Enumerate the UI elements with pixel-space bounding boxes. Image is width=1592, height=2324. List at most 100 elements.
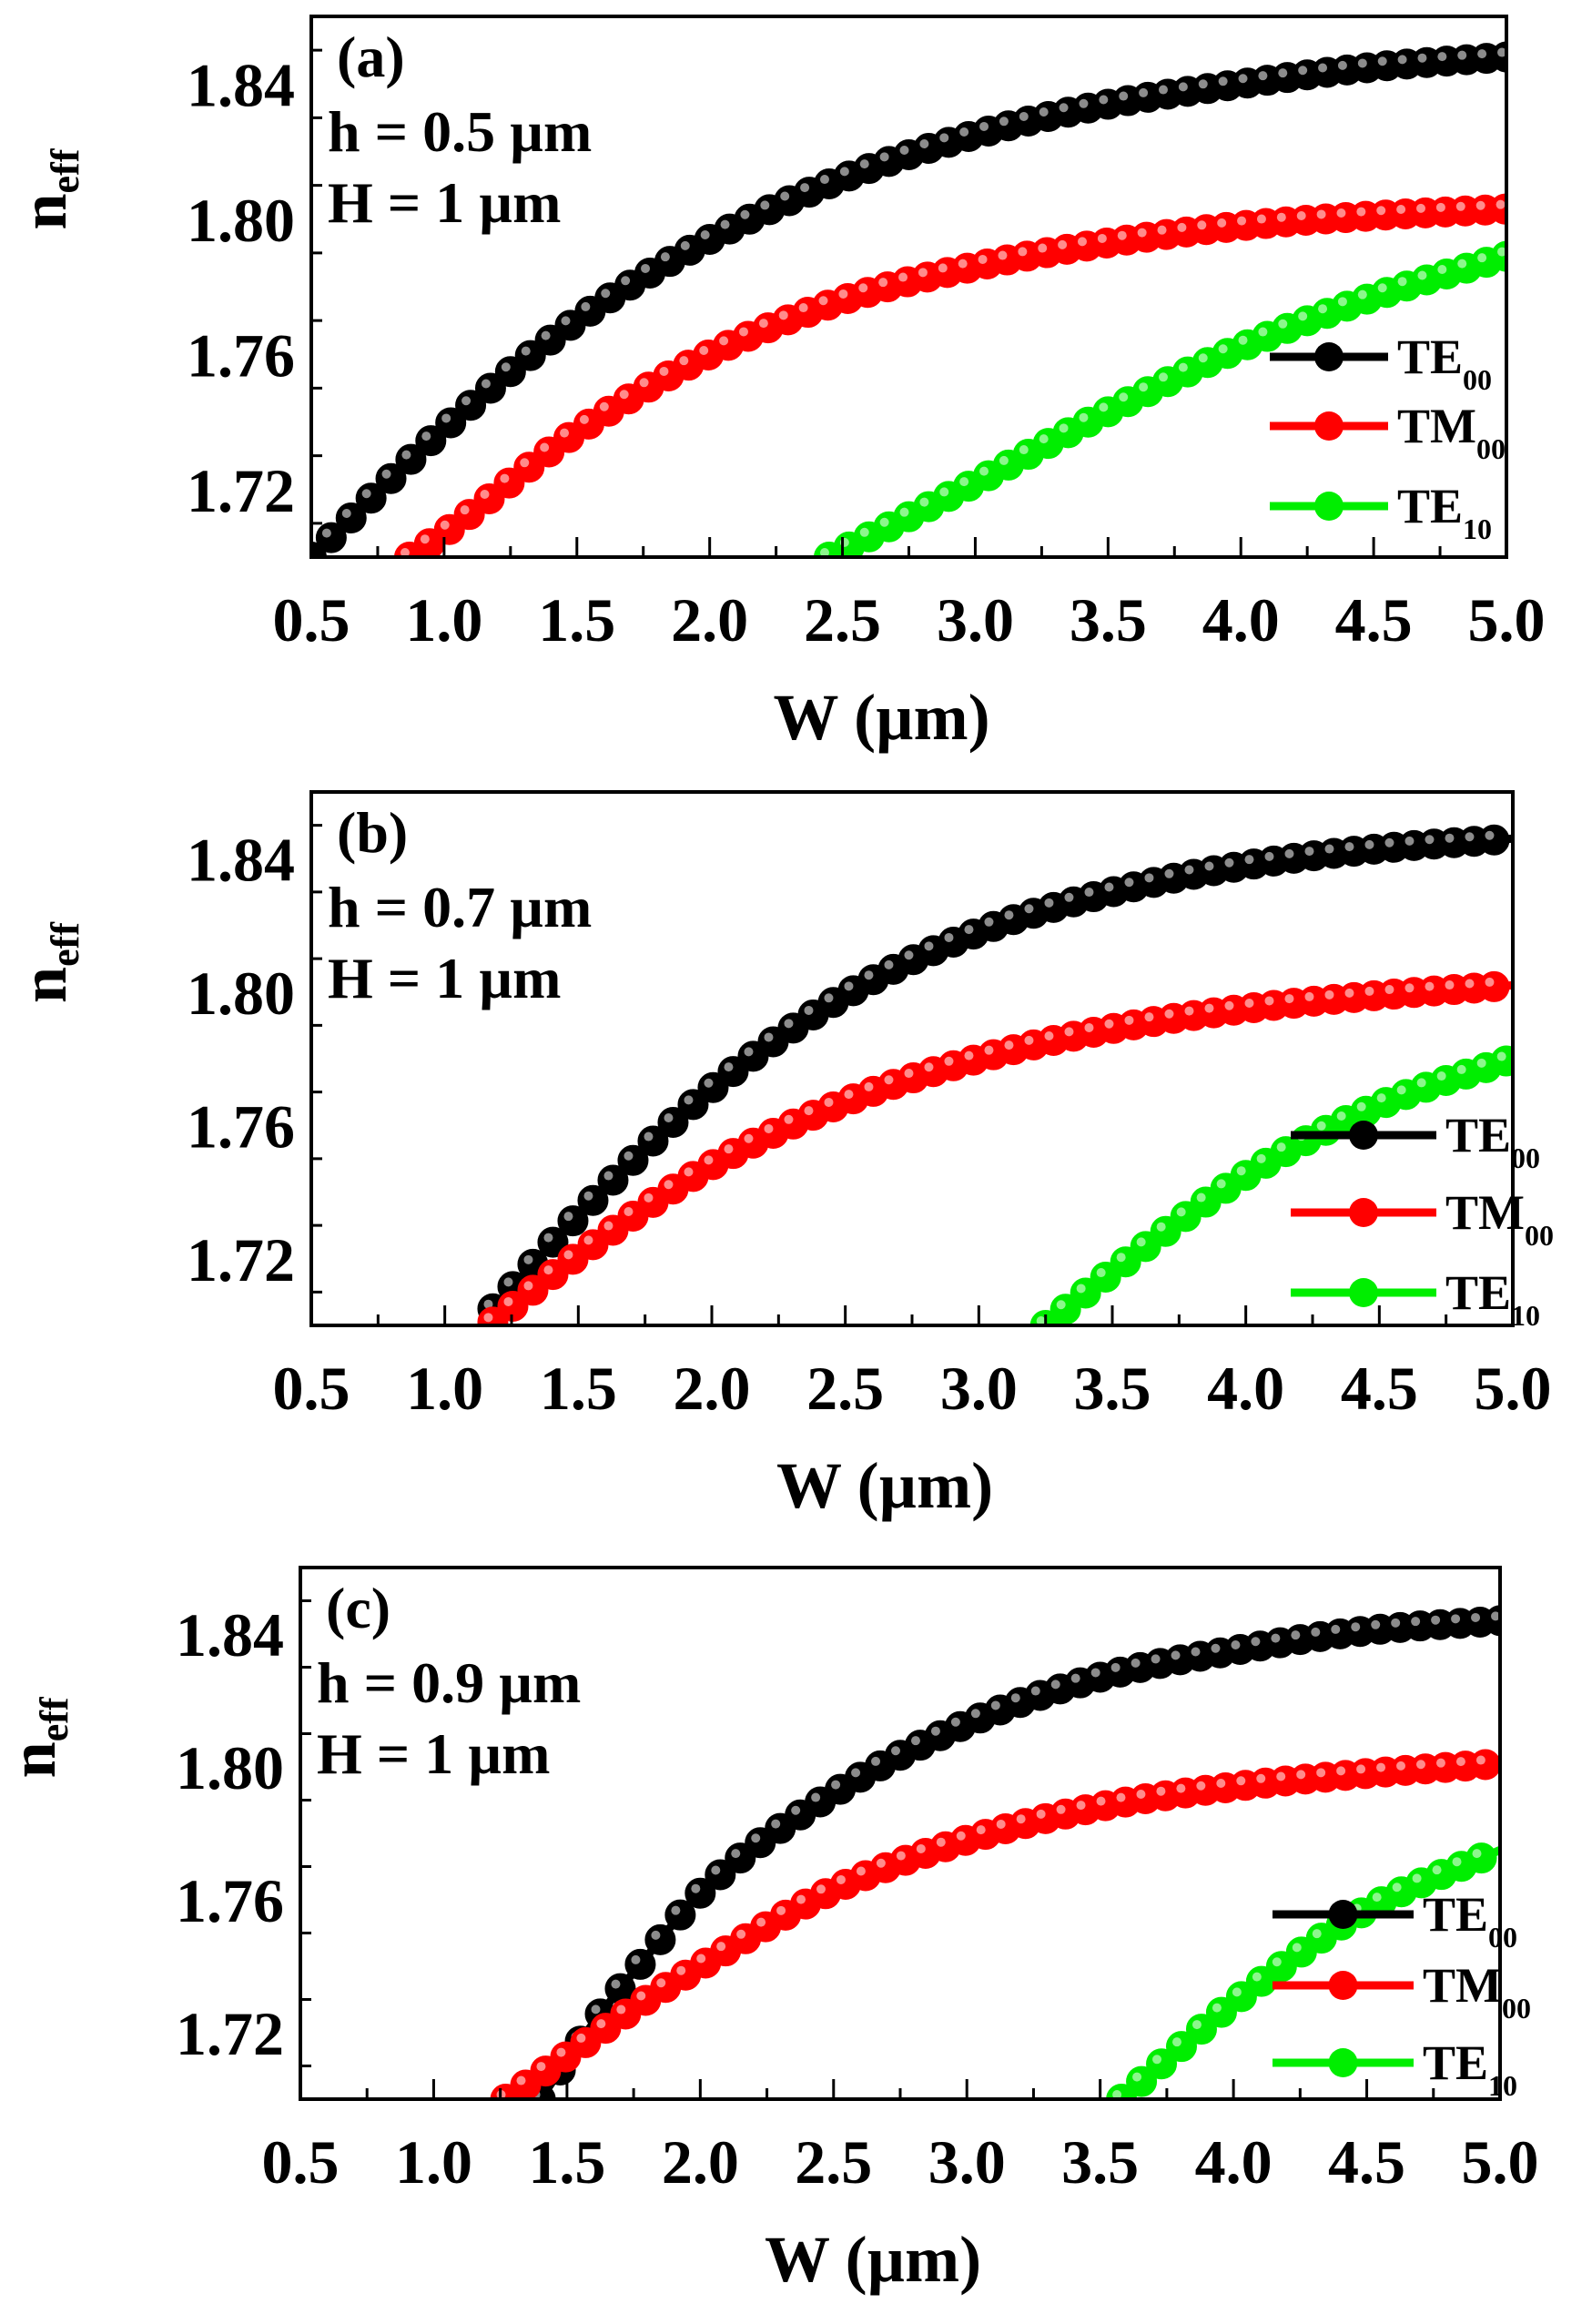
x-tick-label: 5.0 [1468,585,1546,655]
data-point-highlight [1276,1771,1286,1781]
data-point-highlight [400,548,410,557]
data-point-highlight [804,1106,814,1116]
data-point-highlight [1244,855,1254,865]
y-tick-label: 1.80 [187,959,295,1028]
data-point-highlight [1316,1768,1326,1778]
data-point-highlight [1238,335,1248,345]
x-axis-label: W (µm) [765,2223,981,2296]
data-point [644,1923,676,1955]
data-point-highlight [1019,111,1029,121]
data-point-highlight [1164,868,1174,878]
data-point-highlight [1244,998,1254,1008]
data-point-highlight [990,1700,1000,1710]
data-point-highlight [619,390,629,400]
data-point-highlight [851,1768,861,1778]
data-point-highlight [560,428,570,438]
data-point-highlight [1312,1929,1322,1939]
data-point-highlight [1384,985,1394,995]
data-point-highlight [601,289,611,299]
data-point-highlight [1336,208,1346,218]
data-point-highlight [899,507,909,517]
data-point-highlight [500,473,510,483]
data-point-highlight [1036,1316,1046,1325]
data-point [1465,1842,1497,1874]
data-point-highlight [916,1843,926,1853]
x-tick-label: 2.5 [804,585,881,655]
data-point-highlight [1337,60,1347,70]
data-point-highlight [1336,1111,1346,1121]
data-point-highlight [561,316,571,326]
legend-label: TE00 [1445,1108,1540,1174]
data-point-highlight [758,319,768,329]
data-point-highlight [819,548,829,557]
data-point-highlight [483,1313,493,1323]
data-point-highlight [481,379,491,389]
data-point-highlight [523,1281,533,1291]
data-point-highlight [599,401,609,411]
legend-marker [1314,492,1344,521]
legend-entry: TM00 [1270,399,1506,465]
data-point-highlight [1079,412,1089,422]
data-point-highlight [1485,977,1495,987]
data-point-highlight [704,1155,714,1165]
data-point-highlight [1090,1668,1100,1678]
data-point-highlight [919,138,929,148]
legend-marker [1349,1278,1378,1307]
data-point-highlight [1425,981,1435,991]
legend-label: TE10 [1397,479,1492,545]
data-point-highlight [1455,201,1465,211]
data-point-highlight [624,1151,634,1161]
data-point-highlight [1218,344,1228,354]
data-point-highlight [1136,1789,1146,1799]
data-point-highlight [839,167,849,177]
data-point-highlight [1131,1658,1141,1668]
data-point-highlight [1018,247,1028,257]
data-point-highlight [421,431,431,441]
data-point-highlight [724,1144,734,1154]
legend-label: TE10 [1445,1265,1540,1332]
data-point-highlight [999,117,1009,127]
x-tick-label: 1.0 [406,1354,483,1423]
data-point-highlight [1191,2020,1202,2030]
data-point-highlight [341,508,351,518]
legend-marker [1349,1121,1378,1150]
data-point-highlight [1016,1814,1026,1824]
data-point-highlight [1404,983,1415,993]
data-point-highlight [1304,847,1314,857]
panel-annotation: H = 1 µm [317,1721,550,1786]
data-point-highlight [680,240,690,250]
data-point-highlight [521,346,531,356]
data-point-highlight [1284,848,1294,858]
data-point-highlight [1264,851,1274,861]
data-point-highlight [543,1233,553,1243]
x-tick-label: 4.5 [1335,585,1413,655]
data-point-highlight [1039,434,1049,444]
series-tm00 [490,1749,1500,2099]
data-point-highlight [503,1277,513,1287]
data-point-highlight [1425,835,1435,845]
data-point-highlight [1435,1758,1445,1768]
data-point-highlight [656,1978,666,1988]
data-point-highlight [1416,1078,1426,1088]
data-point-highlight [1176,1783,1186,1793]
data-point-highlight [1038,243,1048,253]
data-point-highlight [1216,1778,1226,1788]
data-point-highlight [1304,991,1314,1001]
data-point-highlight [1445,833,1455,843]
x-axis-label: W (µm) [776,1449,993,1522]
data-point-highlight [1471,1612,1481,1622]
data-point-highlight [1396,1085,1406,1095]
data-point-highlight [1252,1972,1262,1982]
x-tick-label: 2.5 [806,1354,884,1423]
data-point-highlight [1432,1865,1442,1875]
legend-marker [1328,2048,1358,2077]
data-point-highlight [1116,1253,1126,1263]
data-point-highlight [1258,327,1268,337]
data-point-highlight [503,1296,513,1306]
data-point-highlight [1204,861,1214,871]
data-point-highlight [1077,237,1087,247]
data-point-highlight [1392,1883,1402,1893]
data-point-highlight [639,378,649,388]
data-point-highlight [1396,1761,1406,1771]
data-point-highlight [899,145,909,155]
